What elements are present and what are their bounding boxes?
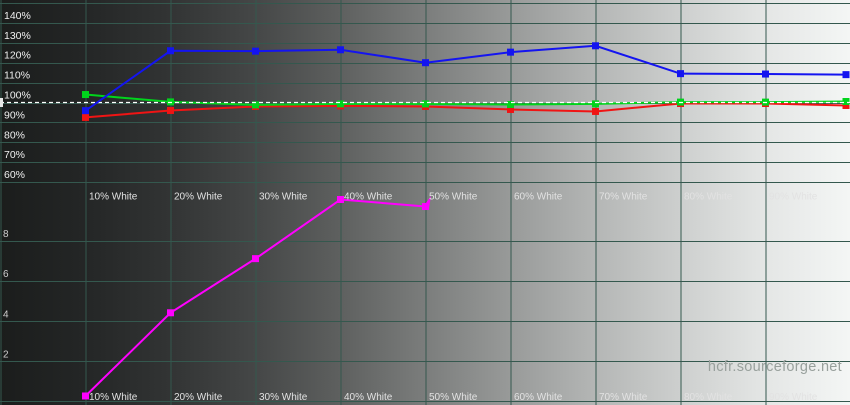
green-level-series-marker xyxy=(252,101,259,109)
blue-level-series-marker xyxy=(677,70,684,78)
x-axis-label: 30% White xyxy=(259,392,308,403)
blue-level-series-marker xyxy=(842,71,850,79)
x-axis-label: 70% White xyxy=(599,192,648,203)
blue-level-series-line xyxy=(84,44,847,112)
x-axis-label: 40% White xyxy=(344,392,393,403)
blue-level-series-marker xyxy=(337,46,344,54)
red-level-series-marker xyxy=(507,105,514,113)
x-axis-label: 20% White xyxy=(174,392,223,403)
red-level-series-marker xyxy=(82,113,89,121)
blue-level-series-marker xyxy=(507,48,514,56)
x-axis-label: 30% White xyxy=(259,192,308,203)
x-axis-label: 10% White xyxy=(89,192,138,203)
blue-level-series-marker xyxy=(252,47,259,55)
green-level-series-marker xyxy=(337,100,344,108)
blue-level-series-marker xyxy=(167,47,174,55)
delta-e-series-marker xyxy=(167,309,174,317)
x-axis-label: 70% White xyxy=(599,392,648,403)
y-axis-label-lower: 6 xyxy=(3,269,9,280)
y-axis-label-upper: 80% xyxy=(4,129,25,141)
green-level-series-marker xyxy=(842,98,850,106)
y-axis-100-tick xyxy=(0,98,3,107)
green-level-series-marker xyxy=(422,100,429,108)
x-axis-label: 90% White xyxy=(769,392,818,403)
blue-level-series-marker xyxy=(82,107,89,115)
x-axis-label: 50% White xyxy=(429,392,478,403)
green-level-series-marker xyxy=(507,100,514,108)
x-axis-label: 90% White xyxy=(769,192,818,203)
x-axis-label: 10% White xyxy=(89,392,138,403)
delta-e-series-marker xyxy=(252,255,259,263)
y-axis-label-upper: 140% xyxy=(4,10,31,22)
y-axis-label-lower: 8 xyxy=(3,229,9,240)
x-axis-label: 60% White xyxy=(514,192,563,203)
x-axis-label: 20% White xyxy=(174,192,223,203)
y-axis-label-lower: 4 xyxy=(3,309,9,320)
y-axis-label-upper: 120% xyxy=(4,50,31,62)
red-level-series-marker xyxy=(167,106,174,114)
y-axis-label-upper: 130% xyxy=(4,30,31,42)
y-axis-label-upper: 60% xyxy=(4,169,25,181)
x-axis-label: 50% White xyxy=(429,192,478,203)
y-axis-label-upper: 110% xyxy=(4,70,30,82)
delta-e-series-marker xyxy=(82,392,89,400)
red-level-series-marker xyxy=(842,101,850,109)
x-axis-label: 60% White xyxy=(514,392,563,403)
x-axis-label: 80% White xyxy=(684,392,733,403)
green-level-series-marker xyxy=(592,100,599,108)
y-axis-label-upper: 70% xyxy=(4,149,25,161)
y-axis-label-upper: 90% xyxy=(4,109,25,121)
x-axis-label: 80% White xyxy=(684,192,733,203)
y-axis-label-upper: 100% xyxy=(4,90,31,102)
green-level-series-marker xyxy=(82,91,89,99)
blue-level-series-marker xyxy=(422,59,429,67)
blue-level-series-marker xyxy=(592,42,599,50)
red-level-series-line xyxy=(85,102,847,119)
delta-e-series-marker xyxy=(337,195,344,203)
mouse-cursor-icon xyxy=(421,196,431,211)
red-level-series-marker xyxy=(592,107,599,115)
blue-level-series-marker xyxy=(762,70,769,78)
y-axis-label-lower: 2 xyxy=(3,349,9,360)
watermark: hcfr.sourceforge.net xyxy=(707,359,842,375)
x-axis-label: 40% White xyxy=(344,192,393,203)
